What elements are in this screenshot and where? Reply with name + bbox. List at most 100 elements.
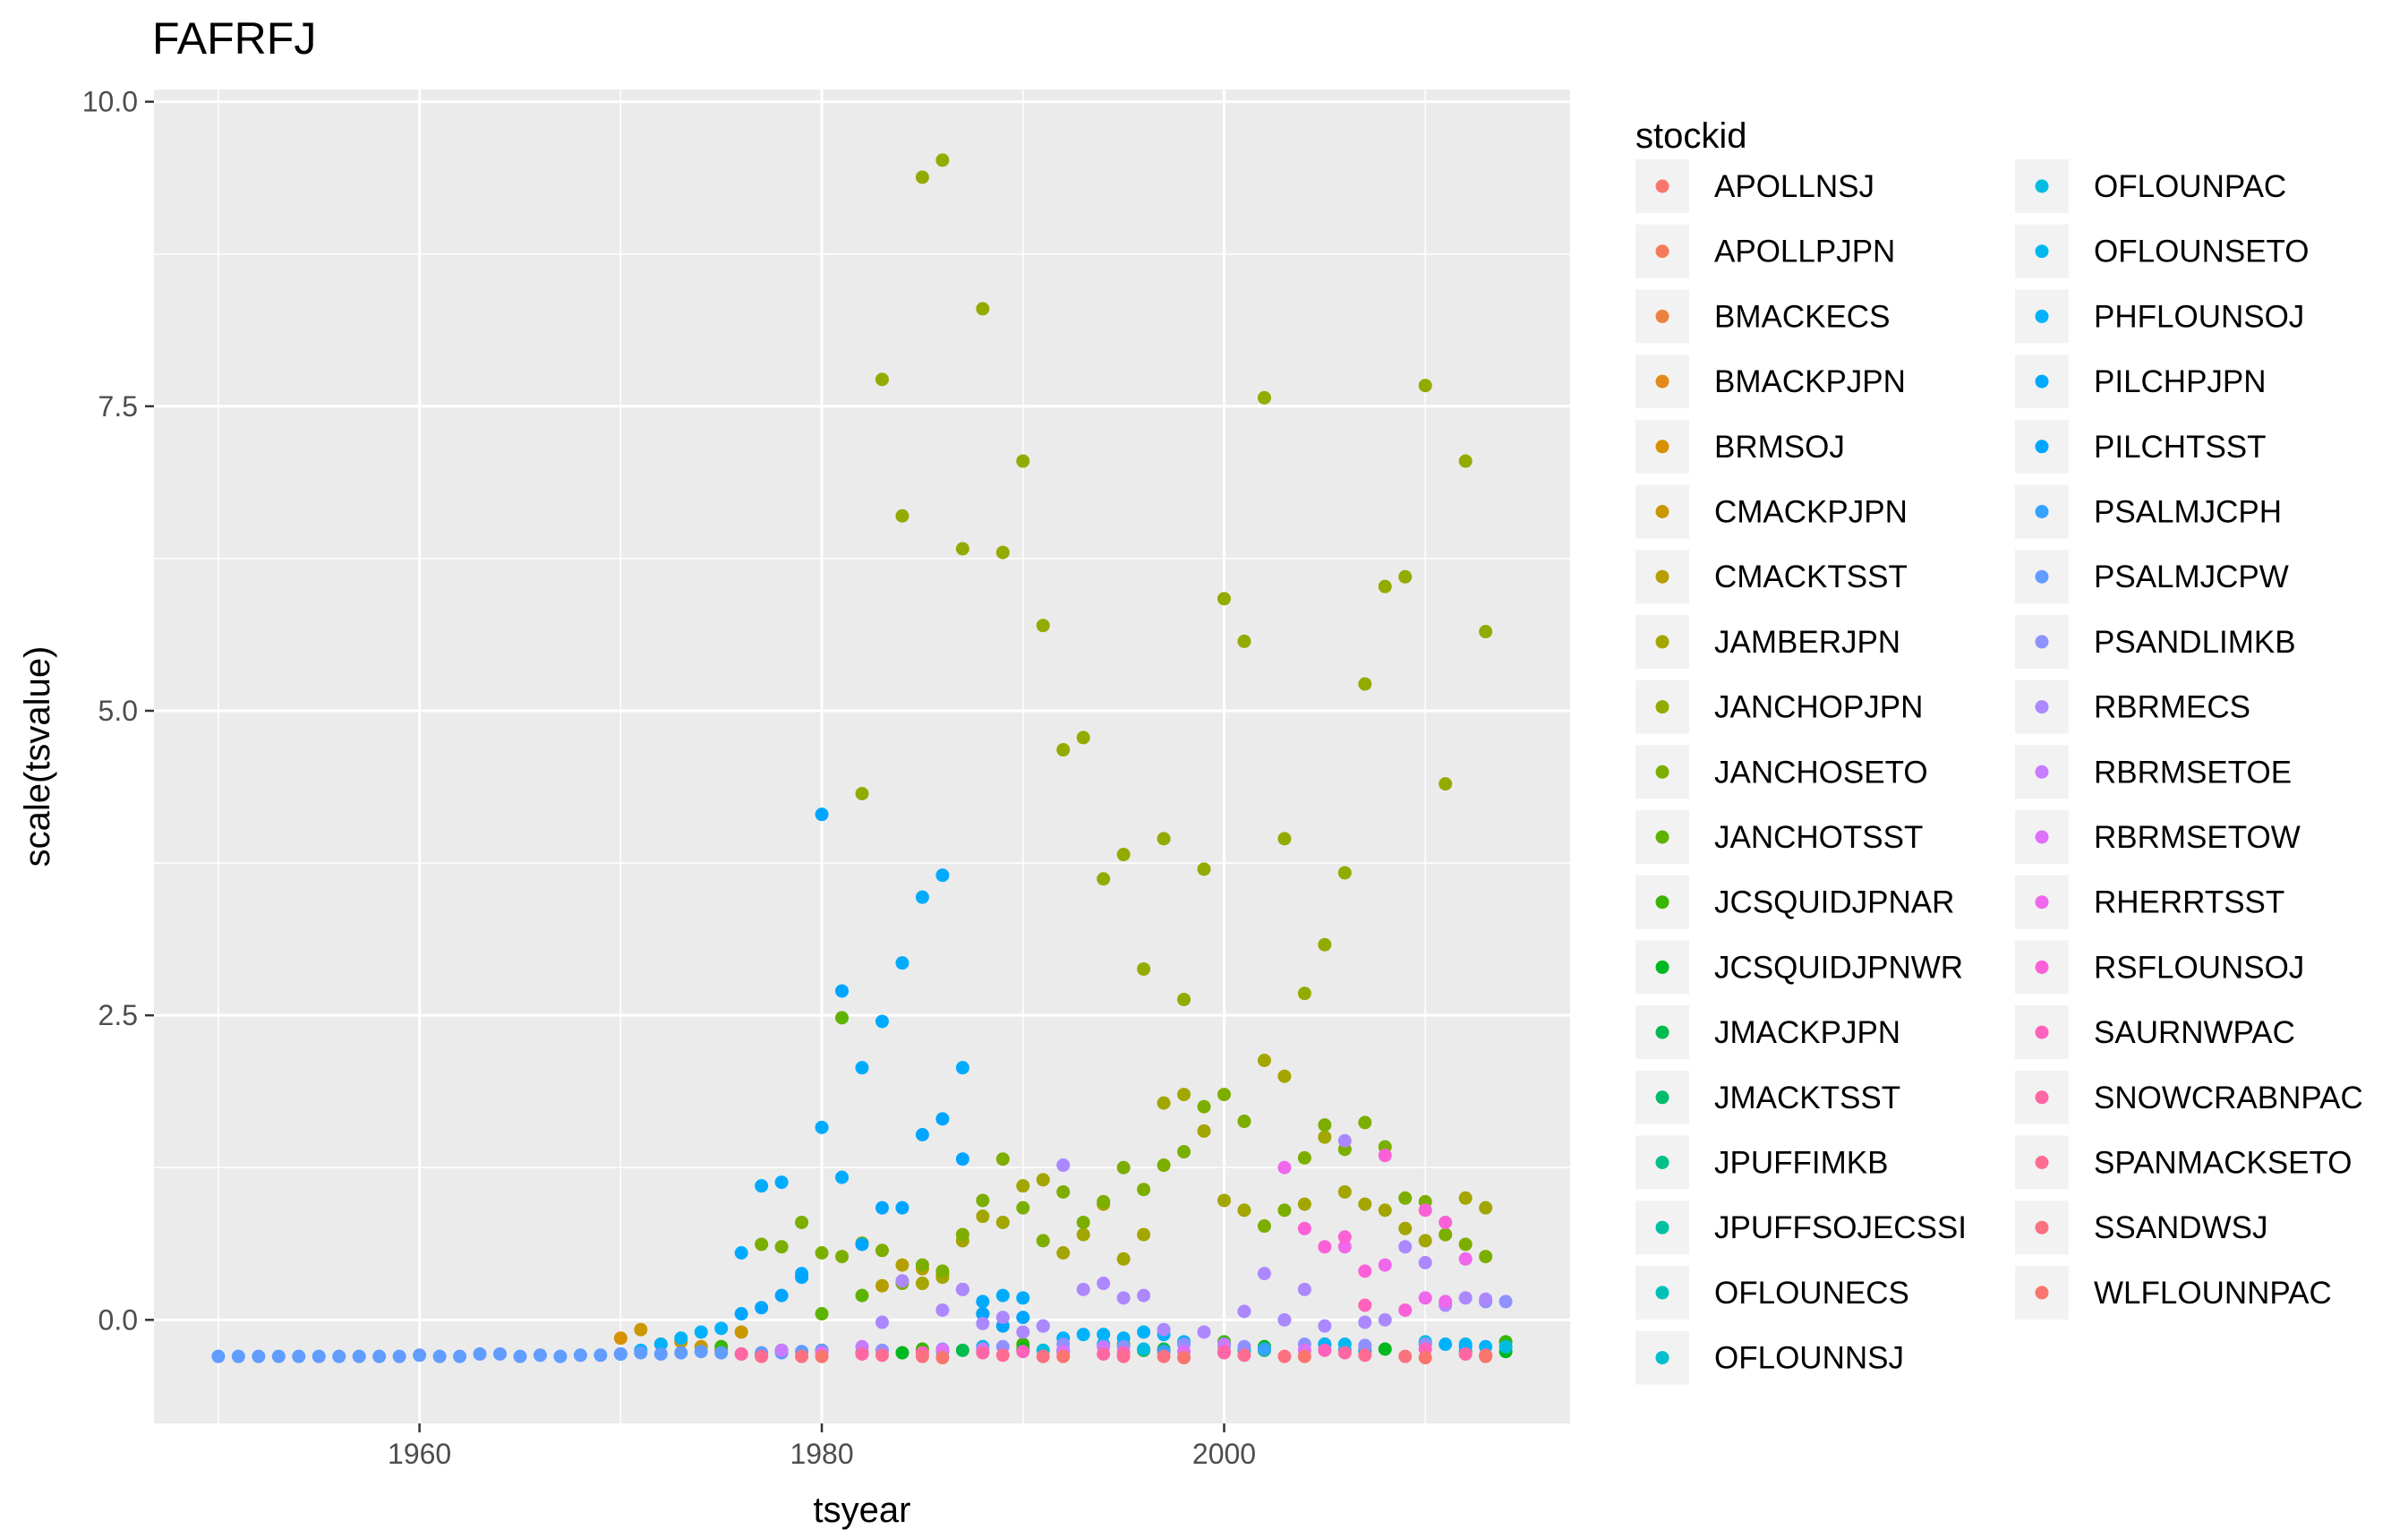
chart-title: FAFRFJ bbox=[152, 13, 316, 64]
data-point bbox=[935, 153, 950, 167]
data-point bbox=[634, 1346, 648, 1360]
data-point bbox=[1257, 1342, 1271, 1356]
data-point bbox=[1337, 1184, 1352, 1199]
data-point bbox=[1036, 1234, 1050, 1248]
legend-label: PSALMJCPW bbox=[2094, 560, 2289, 594]
data-point bbox=[1398, 1349, 1413, 1363]
data-point bbox=[1237, 1203, 1251, 1218]
data-point bbox=[976, 302, 990, 316]
legend-label: JCSQUIDJPNAR bbox=[1714, 885, 1954, 920]
legend-item: JAMBERJPN bbox=[1635, 614, 1900, 669]
data-point bbox=[533, 1348, 547, 1363]
data-point bbox=[1056, 1158, 1071, 1173]
x-tick-label: 1960 bbox=[388, 1438, 451, 1470]
data-point bbox=[835, 1011, 850, 1025]
plot-panel bbox=[154, 90, 1570, 1423]
legend-marker bbox=[1655, 179, 1669, 193]
data-point bbox=[1458, 1252, 1473, 1266]
legend-marker bbox=[1655, 830, 1669, 844]
data-point bbox=[1157, 1349, 1171, 1363]
data-point bbox=[976, 1294, 990, 1309]
legend-marker bbox=[1655, 1156, 1669, 1169]
data-point bbox=[392, 1349, 406, 1363]
data-point bbox=[1358, 1115, 1372, 1130]
legend-label: PILCHPJPN bbox=[2094, 364, 2267, 399]
data-point bbox=[1097, 1277, 1111, 1291]
x-axis-title: tsyear bbox=[814, 1491, 911, 1530]
data-point bbox=[795, 1215, 809, 1229]
data-point bbox=[292, 1349, 306, 1363]
data-point bbox=[755, 1349, 769, 1363]
data-point bbox=[755, 1179, 769, 1193]
data-point bbox=[1398, 1191, 1413, 1205]
data-point bbox=[1439, 1215, 1453, 1229]
data-point bbox=[1076, 731, 1090, 745]
legend-label: BMACKECS bbox=[1714, 299, 1890, 334]
data-point bbox=[653, 1337, 668, 1352]
legend-item: SNOWCRABNPAC bbox=[2015, 1070, 2363, 1124]
data-point bbox=[453, 1349, 467, 1363]
legend-label: SSANDWSJ bbox=[2094, 1210, 2267, 1245]
data-point bbox=[1157, 832, 1171, 846]
series-rsflounsoj bbox=[1297, 1149, 1453, 1317]
data-point bbox=[995, 1348, 1010, 1363]
data-point bbox=[955, 1152, 969, 1166]
data-point bbox=[1277, 1349, 1292, 1363]
data-point bbox=[1197, 1325, 1211, 1339]
legend-item: PILCHTSST bbox=[2015, 419, 2267, 474]
data-point bbox=[995, 1215, 1010, 1229]
data-point bbox=[1378, 1203, 1392, 1218]
data-point bbox=[1318, 1240, 1332, 1254]
data-point bbox=[1499, 1339, 1513, 1354]
legend-marker bbox=[2035, 569, 2049, 584]
data-point bbox=[915, 1349, 929, 1363]
data-point bbox=[1297, 1150, 1311, 1165]
data-point bbox=[271, 1349, 286, 1363]
legend-label: PHFLOUNSOJ bbox=[2094, 299, 2304, 334]
legend-label: RBRMSETOW bbox=[2094, 820, 2301, 855]
legend-item: RBRMECS bbox=[2015, 679, 2250, 734]
legend-item: RSFLOUNSOJ bbox=[2015, 940, 2304, 995]
data-point bbox=[1016, 1311, 1030, 1325]
data-point bbox=[1116, 1291, 1131, 1305]
legend-marker bbox=[1655, 309, 1669, 323]
legend-item: PSALMJCPH bbox=[2015, 484, 2282, 539]
data-point bbox=[1056, 1349, 1071, 1363]
data-point bbox=[1116, 1160, 1131, 1175]
legend-item: OFLOUNECS bbox=[1635, 1265, 1909, 1320]
legend-marker bbox=[2035, 1025, 2049, 1039]
data-point bbox=[1318, 1118, 1332, 1132]
legend-label: PSALMJCPH bbox=[2094, 495, 2282, 530]
data-point bbox=[734, 1325, 748, 1339]
legend-item: JANCHOTSST bbox=[1635, 810, 1923, 864]
data-point bbox=[352, 1349, 366, 1363]
data-point bbox=[976, 1307, 990, 1321]
legend-marker bbox=[2035, 960, 2049, 974]
legend-marker bbox=[1655, 895, 1669, 910]
data-point bbox=[1257, 1219, 1271, 1234]
data-point bbox=[1116, 1252, 1131, 1266]
legend-label: RSFLOUNSOJ bbox=[2094, 950, 2304, 985]
data-point bbox=[1378, 1312, 1392, 1327]
data-point bbox=[1358, 1338, 1372, 1353]
data-point bbox=[1177, 1145, 1191, 1159]
legend-marker bbox=[2035, 700, 2049, 714]
data-point bbox=[1439, 777, 1453, 791]
data-point bbox=[714, 1321, 729, 1336]
data-point bbox=[1418, 1234, 1432, 1248]
legend-marker bbox=[2035, 765, 2049, 779]
data-point bbox=[815, 1245, 829, 1260]
legend-marker bbox=[2035, 309, 2049, 323]
data-point bbox=[1398, 1303, 1413, 1317]
data-point bbox=[915, 890, 929, 904]
legend-marker bbox=[2035, 179, 2049, 193]
legend-marker bbox=[2035, 635, 2049, 649]
data-point bbox=[815, 1349, 829, 1363]
data-point bbox=[755, 1237, 769, 1252]
data-point bbox=[1358, 1264, 1372, 1278]
data-point bbox=[1177, 1351, 1191, 1365]
legend-marker bbox=[2035, 374, 2049, 389]
data-point bbox=[976, 1193, 990, 1208]
data-point bbox=[1217, 1193, 1231, 1208]
